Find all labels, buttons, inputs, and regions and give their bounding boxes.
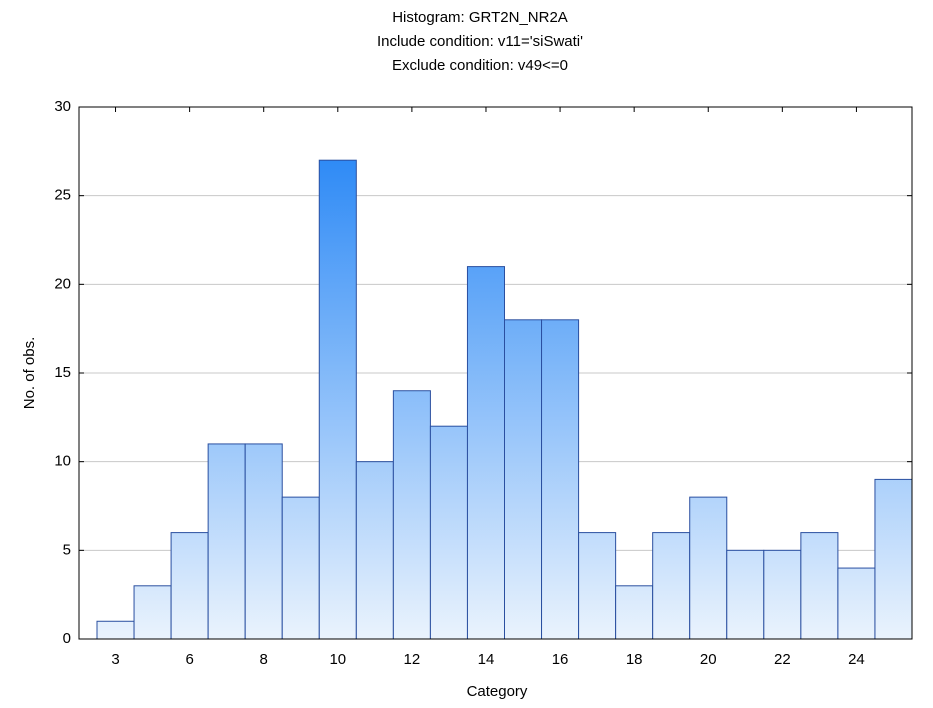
x-tick-label: 14: [478, 651, 495, 668]
bar: [541, 319, 580, 640]
bar: [615, 585, 654, 640]
bar: [281, 496, 320, 640]
x-tick-label: 16: [552, 651, 569, 668]
bar: [318, 159, 357, 640]
bar: [207, 443, 246, 640]
bar: [392, 390, 431, 640]
chart-title: Histogram: GRT2N_NR2A: [392, 9, 568, 26]
x-tick-label: 3: [111, 651, 119, 668]
y-tick-label: 5: [63, 541, 71, 558]
x-tick-label: 24: [848, 651, 865, 668]
y-tick-label: 30: [54, 98, 71, 115]
x-tick-label: 20: [700, 651, 717, 668]
y-tick-label: 10: [54, 453, 71, 470]
bar: [504, 319, 543, 640]
bar: [244, 443, 283, 640]
y-tick-label: 20: [54, 275, 71, 292]
bar: [578, 532, 617, 640]
x-tick-label: 6: [185, 651, 193, 668]
bar: [429, 425, 468, 640]
bar: [837, 567, 876, 640]
y-tick-label: 0: [63, 630, 71, 647]
bar: [96, 620, 135, 640]
x-tick-label: 22: [774, 651, 791, 668]
y-axis-label: No. of obs.: [21, 337, 38, 410]
bar: [763, 549, 802, 640]
x-tick-label: 12: [404, 651, 421, 668]
bar: [466, 266, 506, 640]
bar: [133, 585, 172, 640]
x-tick-label: 18: [626, 651, 643, 668]
bar: [689, 496, 728, 640]
x-axis-label: Category: [467, 683, 528, 700]
x-tick-label: 10: [329, 651, 346, 668]
bar: [726, 549, 765, 640]
y-tick-label: 15: [54, 364, 71, 381]
y-tick-label: 25: [54, 187, 71, 204]
x-tick-label: 8: [260, 651, 268, 668]
bar: [170, 532, 209, 640]
bar: [355, 461, 394, 640]
chart-subtitle: Exclude condition: v49<=0: [392, 57, 568, 74]
bar: [652, 532, 691, 640]
bar: [800, 532, 839, 640]
plot-frame: [78, 106, 913, 640]
chart-subtitle: Include condition: v11='siSwati': [377, 33, 583, 50]
bar: [874, 478, 913, 640]
